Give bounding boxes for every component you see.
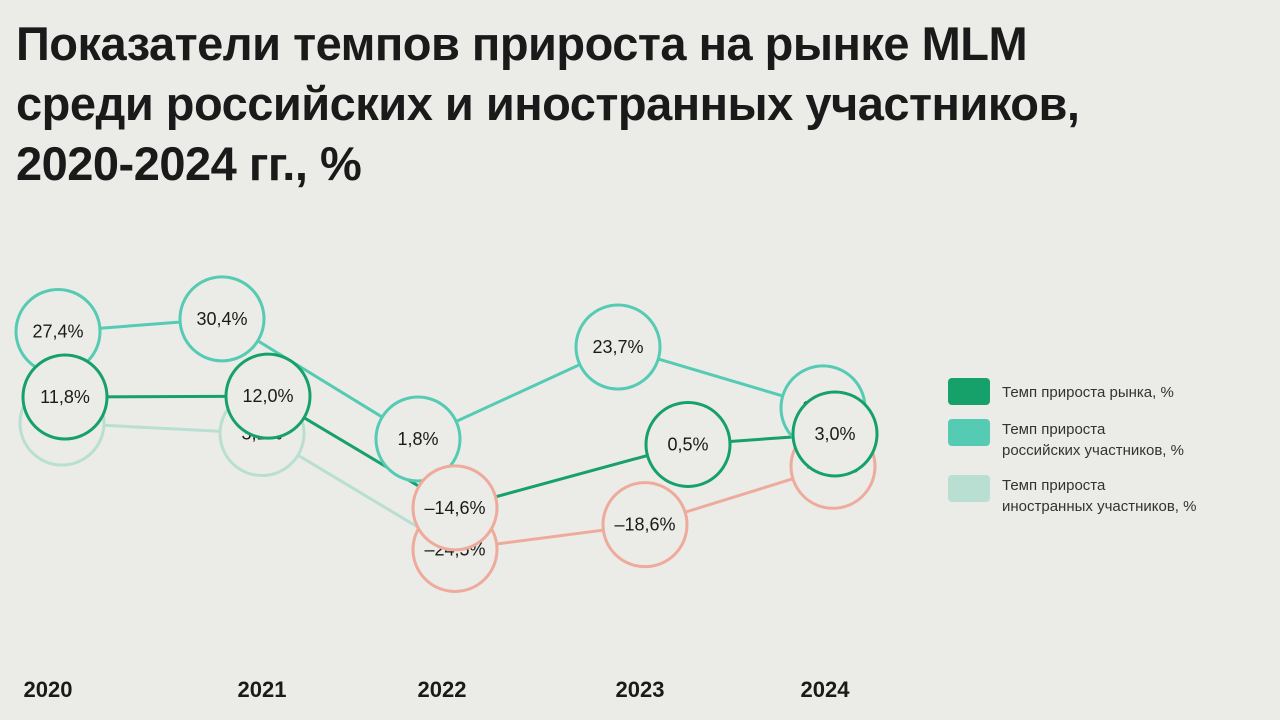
legend-swatch-market (948, 378, 990, 405)
data-label-russian-2022: 1,8% (397, 429, 438, 449)
legend-item-foreign: Темп прироста иностранных участников, % (948, 475, 1196, 517)
data-label-market-2024: 3,0% (814, 424, 855, 444)
legend-swatch-russian (948, 419, 990, 446)
x-tick-label-2022: 2022 (418, 677, 467, 702)
data-label-market-2023: 0,5% (667, 434, 708, 454)
point-market-2020: 11,8% (21, 353, 109, 441)
marker-market-2024 (791, 390, 879, 478)
point-market-2024: 3,0% (791, 390, 879, 478)
data-label-russian-2021: 30,4% (196, 309, 247, 329)
data-label-russian-2020: 27,4% (32, 321, 83, 341)
point-market-2022: –14,6% (411, 464, 499, 552)
legend-label-russian-line-1: Темп прироста (1002, 421, 1106, 438)
point-foreign-2023: –18,6% (601, 481, 689, 569)
point-market-2023: 0,5% (644, 400, 732, 488)
chart-title-line-2: среди российских и иностранных участнико… (16, 77, 1080, 130)
marker-russian-2022 (374, 395, 462, 483)
chart-legend: Темп прироста рынка, % Темп прироста рос… (948, 378, 1196, 531)
chart-title-line-3: 2020-2024 гг., % (16, 137, 362, 190)
legend-label-market: Темп прироста рынка, % (1002, 384, 1174, 401)
x-tick-label-2020: 2020 (24, 677, 73, 702)
marker-market-2023 (644, 400, 732, 488)
marker-foreign-2023 (601, 481, 689, 569)
legend-label-foreign-line-1: Темп прироста (1002, 477, 1106, 494)
point-russian-2022: 1,8% (374, 395, 462, 483)
data-label-market-2021: 12,0% (242, 386, 293, 406)
data-label-market-2020: 11,8% (40, 387, 90, 407)
data-label-foreign-2023: –18,6% (614, 515, 675, 535)
marker-russian-2021 (178, 275, 266, 363)
x-axis-labels: 2020 2021 2022 2023 2024 (24, 677, 851, 702)
marker-market-2021 (224, 352, 312, 440)
legend-label-russian-line-2: российских участников, % (1002, 442, 1184, 459)
legend-label-foreign-line-2: иностранных участников, % (1002, 498, 1197, 515)
x-tick-label-2021: 2021 (238, 677, 287, 702)
marker-market-2020 (21, 353, 109, 441)
legend-swatch-foreign (948, 475, 990, 502)
x-tick-label-2024: 2024 (801, 677, 851, 702)
data-label-russian-2023: 23,7% (592, 337, 643, 357)
point-russian-2020: 27,4% (14, 287, 102, 375)
data-label-market-2022: –14,6% (424, 498, 485, 518)
point-market-2021: 12,0% (224, 352, 312, 440)
chart-title-line-1: Показатели темпов прироста на рынке MLM (16, 17, 1028, 70)
x-tick-label-2023: 2023 (616, 677, 665, 702)
series-markers: 5,6%3,1%–24,5%–18,6%–4,7%27,4%30,4%1,8%2… (14, 275, 879, 593)
legend-item-russian: Темп прироста российских участников, % (948, 419, 1196, 461)
marker-market-2022 (411, 464, 499, 552)
legend-item-market: Темп прироста рынка, % (948, 378, 1196, 405)
marker-russian-2023 (574, 303, 662, 391)
chart-title: Показатели темпов прироста на рынке MLM … (16, 14, 1216, 194)
point-russian-2023: 23,7% (574, 303, 662, 391)
point-russian-2021: 30,4% (178, 275, 266, 363)
